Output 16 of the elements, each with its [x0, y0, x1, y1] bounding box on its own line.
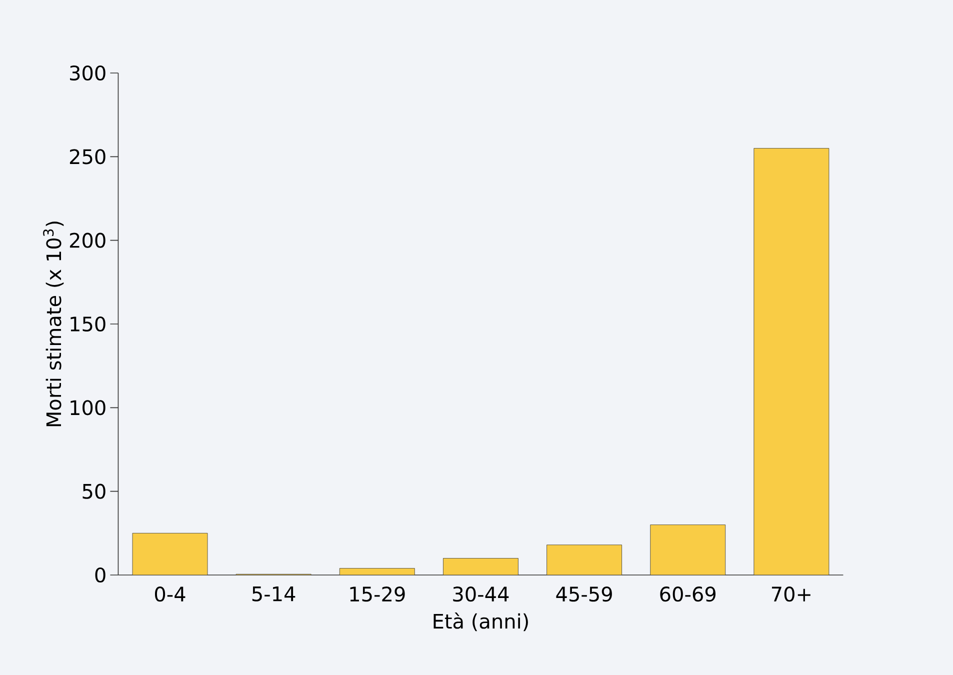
- y-tick-label: 100: [70, 400, 106, 416]
- y-tick-label: 200: [70, 232, 106, 248]
- x-tick-label: 5-14: [252, 586, 296, 602]
- x-tick-label: 60-69: [660, 586, 716, 602]
- x-tick-label: 30-44: [453, 586, 509, 602]
- y-tick-label: 250: [70, 149, 106, 164]
- y-tick-label: 150: [70, 316, 106, 332]
- x-tick-label: 70+: [772, 586, 810, 602]
- y-tick-label: 0: [95, 567, 106, 583]
- y-tick-label: 300: [70, 65, 106, 81]
- y-axis-title: Morti stimate (x 10$^{3}$): [43, 222, 64, 426]
- x-tick-label: 45-59: [556, 586, 612, 602]
- y-tick-label: 50: [82, 484, 106, 499]
- x-tick-label: 0-4: [154, 586, 186, 602]
- x-axis-title: Età (anni): [434, 612, 528, 632]
- x-tick-label: 15-29: [350, 586, 405, 602]
